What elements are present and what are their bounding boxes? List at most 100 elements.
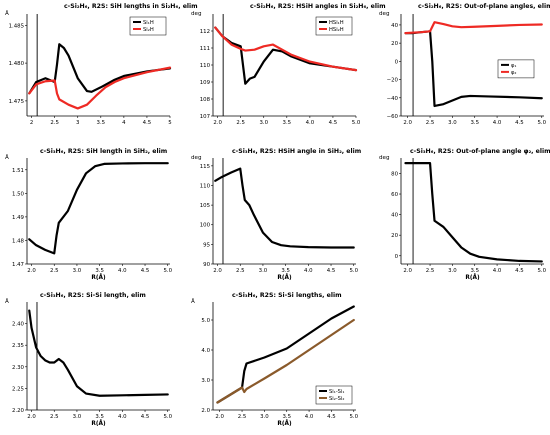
x-tick-label: 4.5 [327,268,336,274]
x-tick-label: 5.0 [349,414,358,420]
y-tick-label: 2.30 [12,365,25,371]
x-tick-label: 3.5 [95,268,104,274]
x-tick-label: 3.0 [73,414,82,420]
chart-panel-7: c-Si₃H₆, R2S: Si-Si length, elim Å 2.20 2.2… [5,292,173,427]
legend-label: Si₂-Si₂ [329,396,345,402]
x-axis-label: R(Å) [465,274,480,281]
x-tick-label: 2.5 [50,414,59,420]
y-tick-label: 1.49 [12,215,25,221]
x-tick-label: 3.0 [448,120,457,126]
x-tick-label: 4.0 [493,268,502,274]
series-line-2 [214,26,358,72]
chart-title: c-Si₂H₆, R2S: Out-of-plane angles, elim [418,3,550,10]
x-tick-label: 4.5 [141,268,150,274]
x-tick-label: 5.0 [163,268,172,274]
x-tick-label: 2.5 [50,120,59,126]
legend-label: HSi₁H [329,20,344,26]
x-tick-label: 2.5 [238,414,247,420]
y-tick-label: 1.47 [12,262,24,268]
y-tick-label: 40 [391,213,398,219]
chart-panel-1: c-Si₂H₆, R2S: SiH lengths in Si₂H₆, elim… [5,3,198,126]
x-tick-label: 4.5 [327,414,336,420]
chart-title: c-Si₃H₆, R2S: Si-Si length, elim [40,292,146,299]
x-tick-label: 2.0 [27,414,36,420]
y-axis-unit: deg [191,155,202,161]
series-line-2 [28,66,172,110]
y-axis-unit: Å [191,298,195,305]
y-tick-label: 1.480 [9,61,25,67]
chart-panel-8: c-Si₃H₆, R2S: Si-Si lengths, elim Å 2.0 3.0… [191,292,359,427]
y-tick-label: 20 [391,233,398,239]
x-tick-label: 2.5 [236,120,245,126]
y-tick-label: 3.0 [201,378,210,384]
y-tick-label: 4.0 [201,348,210,354]
x-tick-label: 3.5 [470,120,479,126]
y-tick-label: 109 [200,80,211,86]
x-tick-label: 4.5 [141,414,150,420]
x-tick-label: 3 [76,120,79,126]
series-line-1 [214,26,358,85]
y-axis-unit: deg [191,11,202,17]
x-axis-label: R(Å) [91,274,106,281]
y-axis-unit: deg [379,11,390,17]
x-tick-label: 3.0 [260,414,269,420]
x-axis-label: R(Å) [277,274,292,281]
chart-title: c-Si₃H₆, R2S: Si-Si lengths, elim [232,292,342,299]
x-tick-label: 3.5 [282,414,291,420]
chart-panel-5: c-Si₃H₆, R2S: HSiH angle in SiH₂, elim de… [191,148,361,281]
x-tick-label: 4.0 [118,268,127,274]
x-tick-label: 3.5 [97,120,106,126]
x-tick-label: 3.5 [283,120,292,126]
series-line-2 [216,318,355,404]
x-tick-label: 2 [30,120,33,126]
y-tick-label: 2.25 [12,386,24,392]
x-tick-label: 5.0 [163,414,172,420]
x-axis-label: R(Å) [277,420,292,427]
y-tick-label: 0 [395,254,399,260]
y-tick-label: 2.20 [12,408,25,414]
x-tick-label: 2.0 [403,268,412,274]
x-tick-label: 2.0 [213,120,222,126]
x-tick-label: 2.5 [236,268,245,274]
chart-panel-4: c-Si₃H₆, R2S: SiH length in SiH₂, elim Å 1… [5,148,173,281]
x-tick-label: 3.0 [448,268,457,274]
y-tick-label: 5.0 [201,318,210,324]
chart-title: c-Si₃H₆, R2S: Out-of-plane angle φ₂, eli… [410,148,550,155]
x-tick-label: 4.0 [493,120,502,126]
x-tick-label: 5.0 [537,120,546,126]
y-tick-label: 105 [200,203,210,209]
x-tick-label: 2.0 [215,414,224,420]
y-tick-label: 1.51 [12,168,24,174]
x-tick-label: 2.5 [426,268,435,274]
x-tick-label: 3.5 [470,268,479,274]
x-tick-label: 2.5 [426,120,435,126]
legend-label: φ₁ [511,63,517,69]
y-tick-label: 108 [200,97,211,103]
y-tick-label: 0 [395,59,399,65]
y-axis-unit: Å [5,298,9,305]
series-line-1 [404,162,543,263]
series-line-1 [28,309,169,397]
chart-title: c-Si₃H₆, R2S: SiH length in SiH₂, elim [40,148,167,155]
legend-label: Si₂H [143,27,154,33]
x-tick-label: 4.5 [515,120,524,126]
x-tick-label: 2.0 [403,120,412,126]
y-tick-label: −20 [387,78,399,84]
x-tick-label: 3.0 [73,268,82,274]
chart-title: c-Si₂H₆, R2S: HSiH angles in Si₂H₆, elim [250,3,386,10]
x-tick-label: 4 [122,120,126,126]
y-tick-label: 110 [200,183,211,189]
x-tick-label: 4.0 [306,120,315,126]
x-tick-label: 4.0 [305,414,314,420]
x-tick-label: 3.0 [259,120,268,126]
y-tick-label: 95 [203,242,210,248]
y-tick-label: 40 [391,23,398,29]
chart-title: c-Si₂H₆, R2S: SiH lengths in Si₂H₆, elim [64,3,198,10]
chart-title: c-Si₃H₆, R2S: HSiH angle in SiH₂, elim [232,148,361,155]
legend-label: HSi₂H [329,27,344,33]
chart-panel-6: c-Si₃H₆, R2S: Out-of-plane angle φ₂, eli… [379,148,550,281]
chart-panel-3: c-Si₂H₆, R2S: Out-of-plane angles, elim d… [379,3,550,126]
